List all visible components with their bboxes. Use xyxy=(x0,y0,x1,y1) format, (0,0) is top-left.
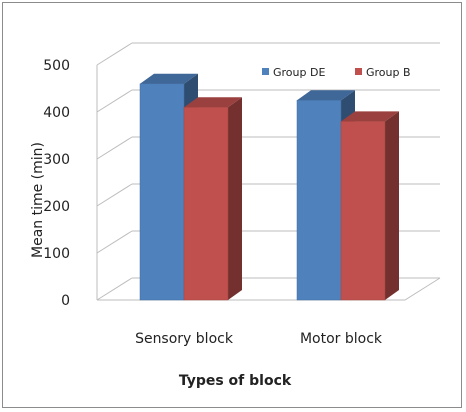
legend-label-0: Group DE xyxy=(273,66,325,79)
y-tick-label-4: 400 xyxy=(43,105,70,121)
bar-side-0-1 xyxy=(228,97,242,300)
gridline-side-2 xyxy=(96,183,133,207)
y-tick-label-1: 100 xyxy=(43,246,70,262)
y-tick-label-0: 0 xyxy=(61,293,70,309)
y-tick-label-2: 200 xyxy=(43,199,70,215)
legend-swatch-1 xyxy=(355,68,362,75)
gridline-side-5 xyxy=(96,42,133,66)
gridline-side-3 xyxy=(96,136,133,160)
gridline-side-0 xyxy=(96,277,133,301)
bar-top-1-1 xyxy=(341,111,399,122)
bar-side-1-1 xyxy=(385,111,399,301)
y-tick-label-3: 300 xyxy=(43,152,70,168)
gridline-side-4 xyxy=(96,89,133,113)
x-tick-label-1: Motor block xyxy=(300,331,383,347)
x-axis-title: Types of block xyxy=(179,373,292,389)
x-tick-label-0: Sensory block xyxy=(135,331,234,347)
bar-0-1 xyxy=(183,107,229,301)
y-tick-label-5: 500 xyxy=(43,58,70,74)
y-axis-title: Mean time (min) xyxy=(30,142,46,258)
legend-label-1: Group B xyxy=(366,66,411,79)
bar-top-0-0 xyxy=(140,73,198,84)
bar-top-1-0 xyxy=(297,90,355,101)
gridline-side-1 xyxy=(96,230,133,254)
legend-swatch-0 xyxy=(262,68,269,75)
bar-1-1 xyxy=(340,121,386,301)
bar-top-0-1 xyxy=(184,97,242,108)
bar-0-0 xyxy=(139,83,185,301)
bar-1-0 xyxy=(296,100,342,301)
